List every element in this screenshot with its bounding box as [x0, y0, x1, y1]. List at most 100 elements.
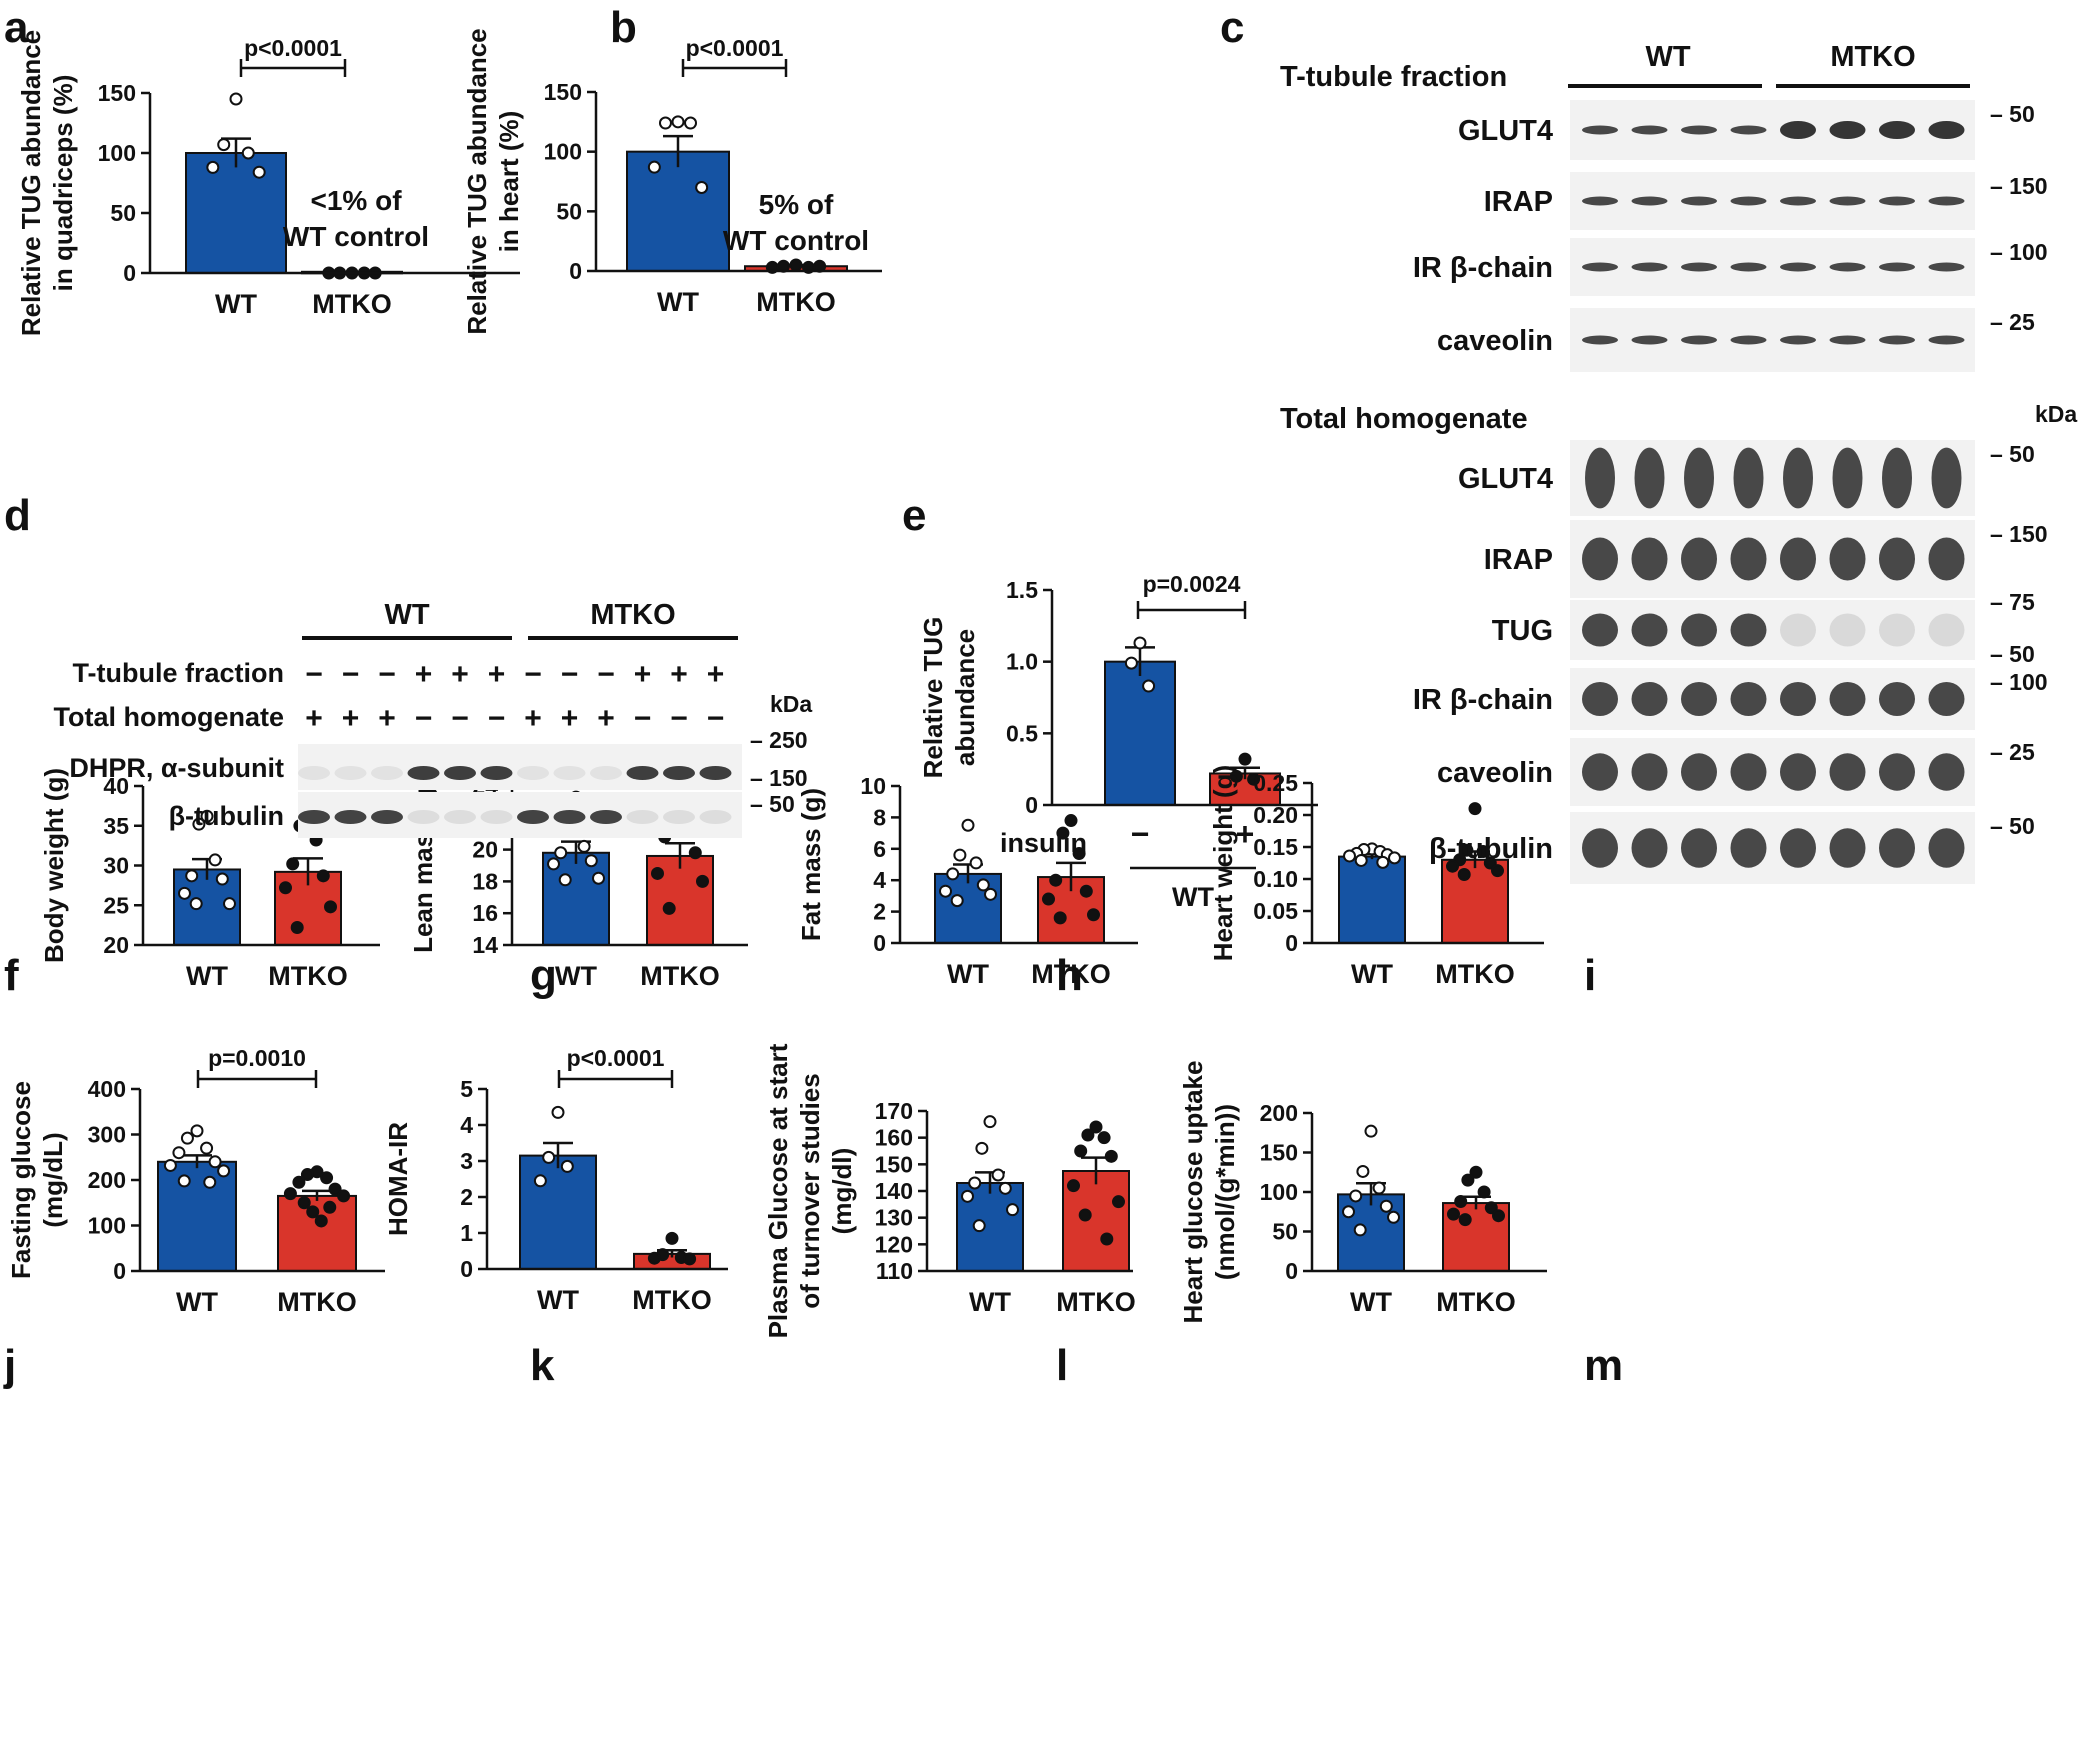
blot-band — [1631, 262, 1668, 272]
y-tick-label: 10 — [860, 773, 886, 799]
x-tick-label: WT — [947, 959, 989, 989]
condition-sign: − — [342, 658, 360, 691]
blot-band — [1829, 753, 1866, 791]
data-point — [316, 869, 330, 883]
blot-band — [1931, 447, 1962, 509]
data-point — [1042, 892, 1055, 906]
data-point — [1247, 772, 1261, 786]
data-point — [592, 871, 605, 885]
y-tick-label: 1.5 — [1006, 577, 1038, 603]
blot-row-label: GLUT4 — [1458, 115, 1553, 147]
y-axis-label: in heart (%) — [494, 111, 524, 253]
blot-band — [1681, 125, 1717, 135]
y-tick-label: 100 — [88, 1213, 126, 1239]
data-point — [647, 1251, 661, 1265]
blot-band — [1730, 262, 1767, 272]
data-point — [223, 897, 236, 911]
blot-band — [1631, 828, 1668, 868]
blot-band — [407, 810, 440, 824]
y-tick-label: 0 — [873, 930, 886, 956]
condition-sign: − — [378, 658, 396, 691]
blot-band — [334, 766, 367, 780]
p-value: p<0.0001 — [244, 35, 342, 61]
data-point — [1354, 853, 1368, 867]
y-axis-label: Relative TUG abundance — [462, 28, 492, 334]
data-point — [647, 160, 661, 174]
blot-band — [1585, 447, 1615, 509]
y-tick-label: 50 — [556, 198, 582, 224]
blot-band — [1780, 828, 1816, 868]
data-point — [1087, 908, 1100, 922]
data-point — [696, 874, 709, 888]
bar-wt — [185, 152, 287, 274]
y-tick-label: 130 — [875, 1205, 913, 1231]
data-point — [1229, 769, 1243, 783]
blot-row-label: TUG — [1492, 615, 1553, 647]
data-point — [950, 894, 964, 908]
blot-band — [1684, 447, 1714, 509]
data-point — [185, 869, 199, 883]
data-point — [1468, 802, 1482, 816]
blot-band — [1582, 613, 1618, 647]
blot-band — [1582, 753, 1618, 791]
blot-band — [1631, 613, 1668, 647]
y-tick-label: 0 — [123, 260, 136, 286]
data-point — [584, 854, 598, 868]
data-point — [975, 1141, 989, 1155]
data-point — [1454, 1194, 1468, 1208]
y-tick-label: 3 — [460, 1148, 473, 1174]
data-point — [163, 1158, 177, 1172]
kda-marker: – 150 — [1990, 521, 2048, 547]
kda-marker: – 250 — [750, 727, 808, 753]
data-point — [1112, 1195, 1125, 1209]
data-point — [976, 878, 990, 892]
blot-band — [1730, 753, 1767, 791]
blot-band — [1879, 196, 1915, 206]
group-label-wt: WT — [1645, 41, 1690, 73]
blot-band — [663, 810, 695, 824]
y-tick-label: 0 — [113, 1258, 126, 1284]
blot-band — [1631, 537, 1668, 581]
y-axis-label: of turnover studies — [795, 1073, 825, 1308]
blot-band — [1928, 613, 1965, 647]
y-tick-label: 0 — [569, 258, 582, 284]
data-point — [1079, 884, 1093, 898]
y-tick-label: 150 — [875, 1151, 913, 1177]
blot-band — [371, 766, 403, 780]
y-axis-label: abundance — [950, 629, 980, 766]
data-point — [1104, 1149, 1118, 1163]
data-point — [1100, 1232, 1114, 1246]
data-point — [1133, 636, 1147, 650]
y-tick-label: 18 — [472, 868, 498, 894]
data-point — [1238, 752, 1252, 766]
data-point — [968, 1176, 982, 1190]
data-point — [946, 867, 960, 881]
condition-sign: + — [451, 658, 469, 691]
p-value: p=0.0010 — [208, 1045, 306, 1071]
blot-band — [371, 810, 403, 824]
y-tick-label: 4 — [873, 867, 886, 893]
y-axis-label: Relative TUG — [918, 617, 948, 779]
chart-j: WT MTKO 0 100 200 300 400 Fasting glucose (mg/dL… — [6, 1045, 385, 1317]
blot-row-label: β-tubulin — [1429, 833, 1553, 865]
panel-letters: a b c d e f g h i j k l m — [3, 3, 1623, 1390]
blot-band — [1780, 681, 1816, 717]
condition-sign: + — [670, 658, 688, 691]
condition-sign: − — [524, 658, 542, 691]
panel-letter-m: m — [1584, 1341, 1623, 1390]
x-tick-label: WT — [1350, 1287, 1392, 1317]
data-point — [684, 116, 698, 130]
y-tick-label: 25 — [103, 892, 129, 918]
kda-marker: – 150 — [750, 765, 808, 791]
data-point — [1364, 1124, 1378, 1138]
blot-band — [334, 810, 367, 824]
y-tick-label: 5 — [460, 1076, 473, 1102]
data-point — [1491, 864, 1504, 878]
blot-band — [1681, 196, 1717, 206]
blot-band — [517, 810, 549, 824]
condition-sign: + — [415, 658, 433, 691]
chart-e: − +0 0.5 1.0 1.5 Relative TUG abundance p=0.002… — [918, 571, 1318, 912]
